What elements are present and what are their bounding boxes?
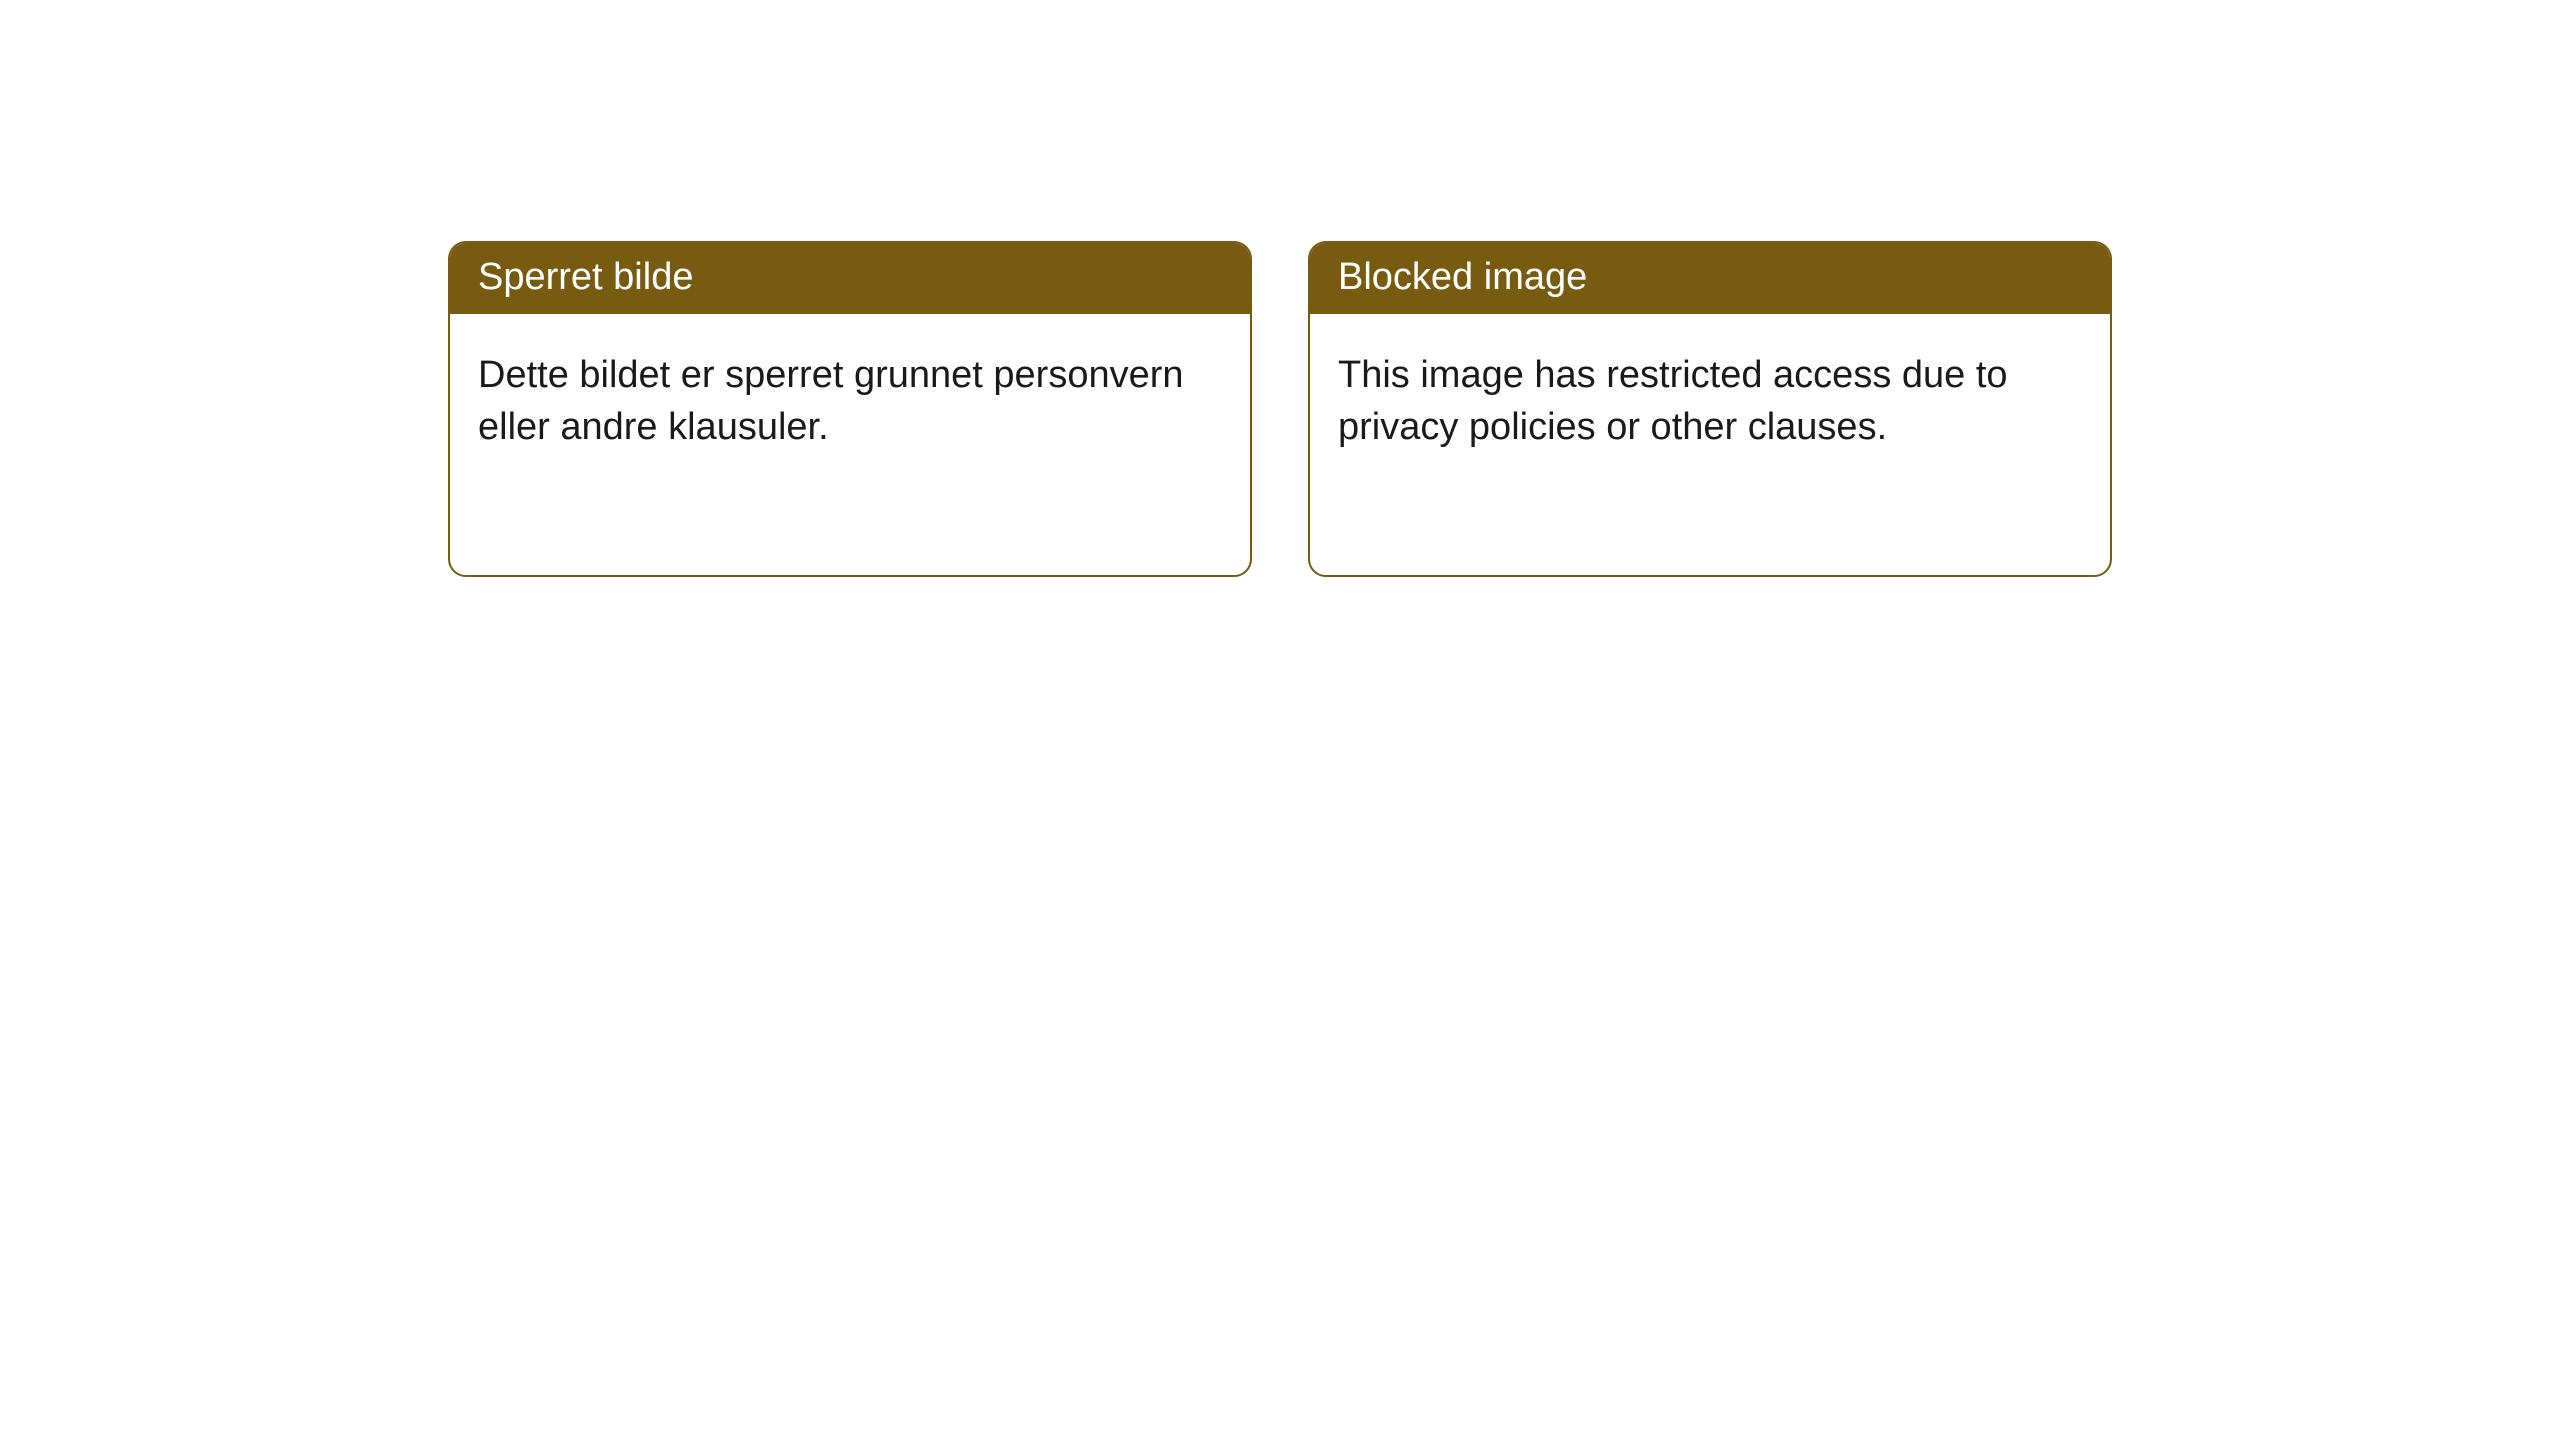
notice-card-english: Blocked image This image has restricted … <box>1308 241 2112 577</box>
notice-body: This image has restricted access due to … <box>1310 314 2110 481</box>
notice-container: Sperret bilde Dette bildet er sperret gr… <box>0 0 2560 577</box>
notice-header: Blocked image <box>1310 243 2110 314</box>
notice-card-norwegian: Sperret bilde Dette bildet er sperret gr… <box>448 241 1252 577</box>
notice-header: Sperret bilde <box>450 243 1250 314</box>
notice-body: Dette bildet er sperret grunnet personve… <box>450 314 1250 481</box>
